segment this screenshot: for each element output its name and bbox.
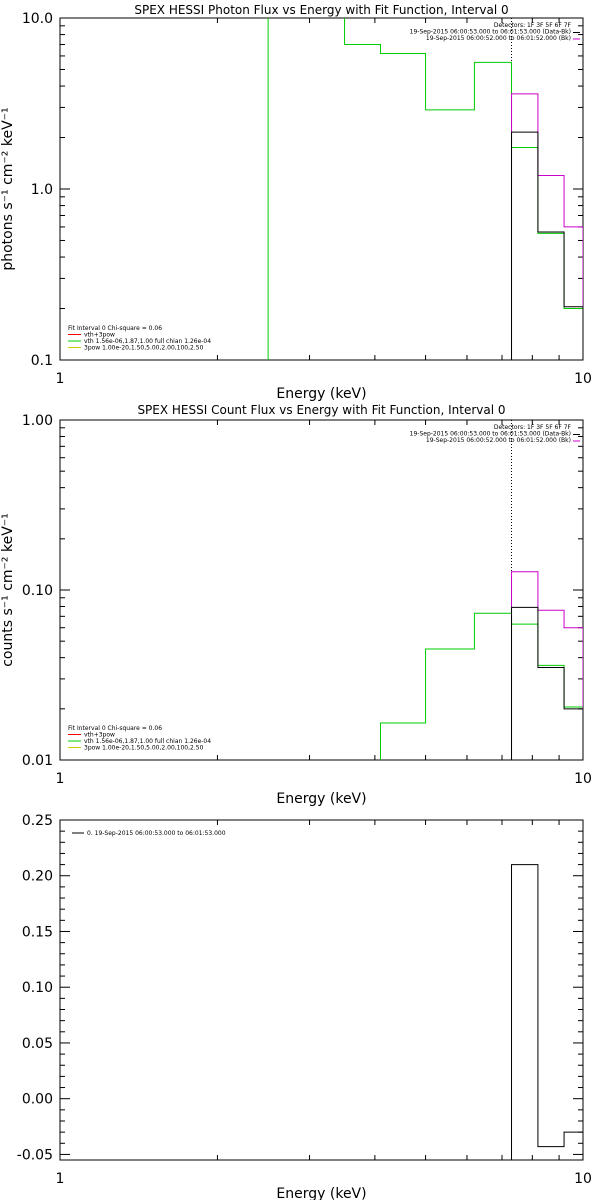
series-2-step-line <box>511 571 583 760</box>
series-1-step-line <box>267 18 583 360</box>
x-tick-label: 1 <box>56 1171 65 1187</box>
plot-area <box>379 420 583 760</box>
plot-frame <box>59 819 584 1161</box>
y-tick-label: 0.05 <box>22 1036 53 1052</box>
series-3-step-line <box>511 606 583 760</box>
y-tick-label: -0.05 <box>17 1147 53 1163</box>
y-tick-label: 0.20 <box>22 869 53 885</box>
x-axis-label: Energy (keV) <box>276 386 366 402</box>
y-tick-label: 0.1 <box>31 353 53 369</box>
y-tick-label: 1.00 <box>22 413 53 429</box>
legend-bottom-left-entry: vth+3pow <box>84 332 115 339</box>
y-tick-label: 10.0 <box>22 11 53 27</box>
y-tick-label: 0.00 <box>22 1092 53 1108</box>
series-1-step-line <box>511 864 583 1160</box>
legend-top-right-entry: Detectors: 1F 3F 5F 6F 7F <box>494 424 572 431</box>
y-tick-label: 0.01 <box>22 753 53 769</box>
x-tick-label: 10 <box>574 1171 592 1187</box>
y-axis-label: photons s⁻¹ cm⁻² keV⁻¹ <box>0 107 16 270</box>
chart-panel-3: 1 10 -0.05 0.00 0.05 0.10 0.15 0.20 0.25 Energy (… <box>17 813 592 1202</box>
legend-top-left-entry: 0. 19-Sep-2015 06:00:53.000 to 06:01:53.… <box>87 830 226 837</box>
y-tick-label: 0.10 <box>22 980 53 996</box>
series-3-step-line <box>511 131 583 360</box>
chart-title: SPEX HESSI Photon Flux vs Energy with Fi… <box>134 3 508 17</box>
legend-bottom-left-entry: vth+3pow <box>84 732 115 739</box>
plot-frame <box>59 17 584 361</box>
plot-area <box>511 864 583 1160</box>
chart-panel-2: SPEX HESSI Count Flux vs Energy with Fit… <box>0 403 592 807</box>
y-tick-label: 0.15 <box>22 924 53 940</box>
legend-top-right-entry: 19-Sep-2015 06:00:53.000 to 06:01:53.000… <box>410 29 571 36</box>
legend-top-right-entry: 19-Sep-2015 06:00:52.000 to 06:01:52.000… <box>426 437 571 444</box>
series-1-step-line <box>379 612 583 760</box>
legend-top-right-entry: Detectors: 1F 3F 5F 6F 7F <box>494 22 572 29</box>
x-axis-label: Energy (keV) <box>276 791 366 807</box>
legend-bottom-left-entry: 3pow 1.00e-20,1.50,5.00,2.00,100,2.50 <box>84 345 204 352</box>
x-tick-label: 1 <box>56 771 65 787</box>
x-tick-label: 10 <box>574 371 592 387</box>
series-2-step-line <box>511 93 583 360</box>
legend-top-right-entry: 19-Sep-2015 06:00:52.000 to 06:01:52.000… <box>426 35 571 42</box>
x-tick-label: 10 <box>574 771 592 787</box>
legend-top-right-entry: 19-Sep-2015 06:00:53.000 to 06:01:53.000… <box>410 431 571 438</box>
legend-bottom-left-entry: vth 1.56e-06,1.87,1.00 full chian 1.26e-… <box>84 738 211 745</box>
plot-area <box>267 18 583 360</box>
x-axis-label: Energy (keV) <box>276 1186 366 1200</box>
legend-bottom-left-entry: Fit Interval 0 Chi-square = 0.06 <box>68 325 162 332</box>
chart-title: SPEX HESSI Count Flux vs Energy with Fit… <box>137 403 505 417</box>
legend-bottom-left-entry: Fit Interval 0 Chi-square = 0.06 <box>68 725 162 732</box>
plot-frame <box>59 419 584 761</box>
y-axis-label: counts s⁻¹ cm⁻² keV⁻¹ <box>0 513 16 667</box>
y-tick-label: 1.0 <box>31 182 53 198</box>
y-tick-label: 0.10 <box>22 583 53 599</box>
y-tick-label: 0.25 <box>22 813 53 829</box>
x-tick-label: 1 <box>56 371 65 387</box>
chart-panel-1: SPEX HESSI Photon Flux vs Energy with Fi… <box>0 3 592 402</box>
legend-bottom-left-entry: vth 1.56e-06,1.87,1.00 full chian 1.26e-… <box>84 338 211 345</box>
legend-bottom-left-entry: 3pow 1.00e-20,1.50,5.00,2.00,100,2.50 <box>84 745 204 752</box>
